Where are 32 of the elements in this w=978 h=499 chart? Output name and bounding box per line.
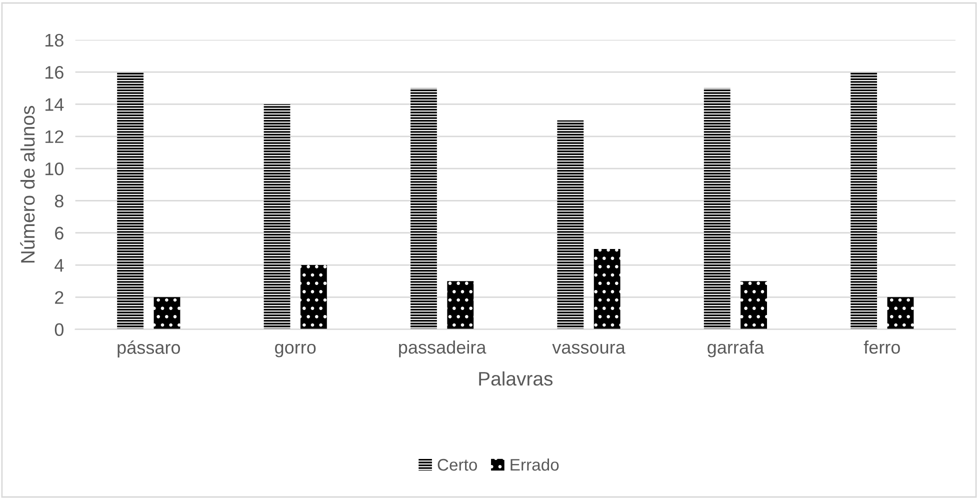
- y-tick-label: 4: [54, 259, 64, 272]
- x-tick-label: gorro: [275, 344, 316, 358]
- bar: [300, 265, 327, 330]
- bar: [594, 248, 620, 330]
- bar: [850, 72, 878, 330]
- x-tick-label: pássaro: [118, 340, 180, 358]
- bar: [410, 88, 437, 330]
- bar: [447, 281, 474, 330]
- bar: [264, 104, 290, 330]
- bar: [704, 88, 730, 330]
- y-tick-label: 10: [45, 162, 64, 176]
- y-tick-label: 2: [55, 291, 64, 304]
- y-tick-label: 0: [54, 323, 64, 336]
- x-axis-title: Palavras: [479, 371, 553, 386]
- x-tick-label: passadeira: [399, 340, 486, 358]
- y-tick-label: 8: [54, 194, 64, 208]
- legend-label: Certo: [438, 458, 478, 471]
- x-tick-label: ferro: [864, 340, 900, 354]
- x-tick-label: vassoura: [552, 344, 626, 354]
- y-tick-label: 16: [45, 66, 64, 79]
- y-tick-label: 12: [45, 130, 64, 143]
- y-tick-label: 14: [45, 98, 64, 111]
- bar: [887, 297, 914, 330]
- y-tick-label: 18: [45, 34, 64, 47]
- y-tick-label: 6: [55, 226, 64, 240]
- bar: [154, 297, 180, 330]
- bar: [740, 281, 767, 330]
- legend-label: Errado: [510, 458, 559, 471]
- bar: [117, 72, 144, 330]
- y-axis-title: Número de alunos: [20, 106, 35, 262]
- x-tick-label: garrafa: [708, 340, 764, 358]
- bar: [557, 120, 584, 330]
